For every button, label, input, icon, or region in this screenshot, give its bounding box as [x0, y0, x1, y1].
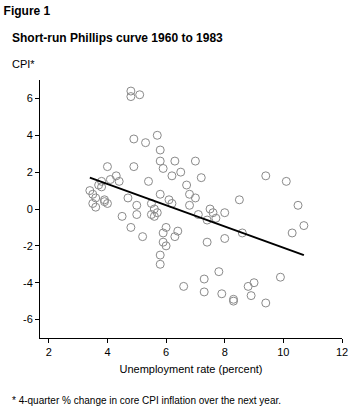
svg-text:10: 10 — [277, 346, 289, 358]
svg-text:4: 4 — [104, 346, 110, 358]
svg-text:2: 2 — [46, 346, 52, 358]
svg-text:-4: -4 — [23, 277, 33, 289]
svg-text:* 4-quarter % change in core C: * 4-quarter % change in core CPI inflati… — [12, 395, 281, 406]
svg-text:6: 6 — [27, 92, 33, 104]
svg-text:2: 2 — [27, 166, 33, 178]
svg-text:Unemployment rate (percent): Unemployment rate (percent) — [119, 363, 262, 375]
svg-text:12: 12 — [336, 346, 348, 358]
svg-text:Short-run Phillips curve 1960: Short-run Phillips curve 1960 to 1983 — [12, 31, 223, 45]
svg-text:0: 0 — [27, 203, 33, 215]
svg-text:CPI*: CPI* — [12, 58, 35, 70]
svg-text:-2: -2 — [23, 240, 33, 252]
svg-text:Figure 1: Figure 1 — [4, 4, 51, 18]
svg-text:6: 6 — [163, 346, 169, 358]
svg-text:-6: -6 — [23, 313, 33, 325]
svg-text:4: 4 — [27, 129, 33, 141]
svg-text:8: 8 — [222, 346, 228, 358]
